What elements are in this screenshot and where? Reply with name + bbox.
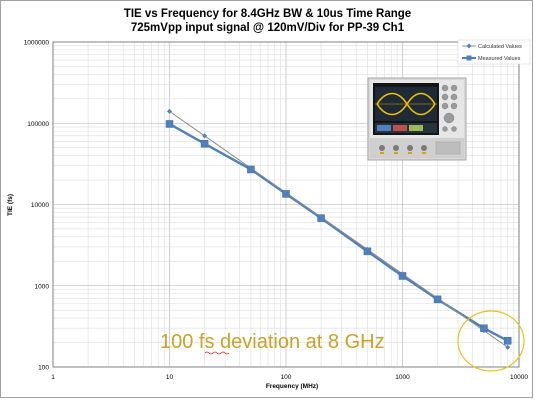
x-axis-label: Frequency (MHz) [266, 383, 318, 390]
calculated-point [364, 246, 370, 252]
y-tick-label: 100000 [27, 121, 49, 128]
calculated-point [202, 133, 208, 139]
chart-subtitle: 725mVpp input signal @ 120mV/Div for PP-… [130, 22, 405, 34]
calculated-point [318, 214, 324, 220]
calculated-point [248, 165, 254, 171]
x-tick-label: 100 [281, 374, 292, 381]
x-tick-label: 1 [51, 374, 55, 381]
series-line-measured [168, 122, 509, 342]
x-tick-label: 1000 [395, 374, 410, 381]
legend-label-calculated: Calculated Values [478, 44, 522, 50]
calculated-point [435, 295, 441, 301]
series-line-calculated [169, 110, 508, 348]
annotation-text: 100 fs deviation at 8 GHz [160, 331, 385, 353]
legend-label-measured: Measured Values [478, 56, 521, 62]
y-tick-label: 10000 [31, 202, 49, 209]
legend-marker-calculated [466, 43, 472, 49]
y-tick-label: 1000000 [24, 40, 50, 47]
calculated-point [505, 344, 511, 350]
calculated-point [481, 328, 487, 334]
x-tick-label: 10000 [510, 374, 528, 381]
measured-point [165, 120, 174, 128]
grid-lines [53, 42, 519, 367]
highlight-circle [457, 310, 525, 372]
calculated-point [283, 190, 289, 196]
legend: Calculated Values Measured Values [457, 39, 531, 65]
chart-title: TIE vs Frequency for 8.4GHz BW & 10us Ti… [123, 8, 412, 20]
series-layer [165, 108, 512, 350]
measured-point [503, 337, 512, 345]
y-tick-label: 100 [38, 365, 49, 372]
spellcheck-squiggle [204, 351, 230, 355]
legend-marker-measured [466, 55, 472, 61]
oscilloscope-photo-icon [367, 77, 467, 161]
measured-point [200, 139, 209, 148]
y-axis-label: TIE (fs) [7, 194, 14, 216]
x-tick-label: 10 [166, 374, 174, 381]
calculated-point [167, 108, 172, 114]
plot-area [52, 41, 520, 368]
y-tick-label: 1000 [35, 283, 50, 290]
tick-labels: 1 10 100 1000 10000 100 1000 10000 100000 1000000 [24, 40, 529, 382]
calculated-point [400, 271, 405, 277]
